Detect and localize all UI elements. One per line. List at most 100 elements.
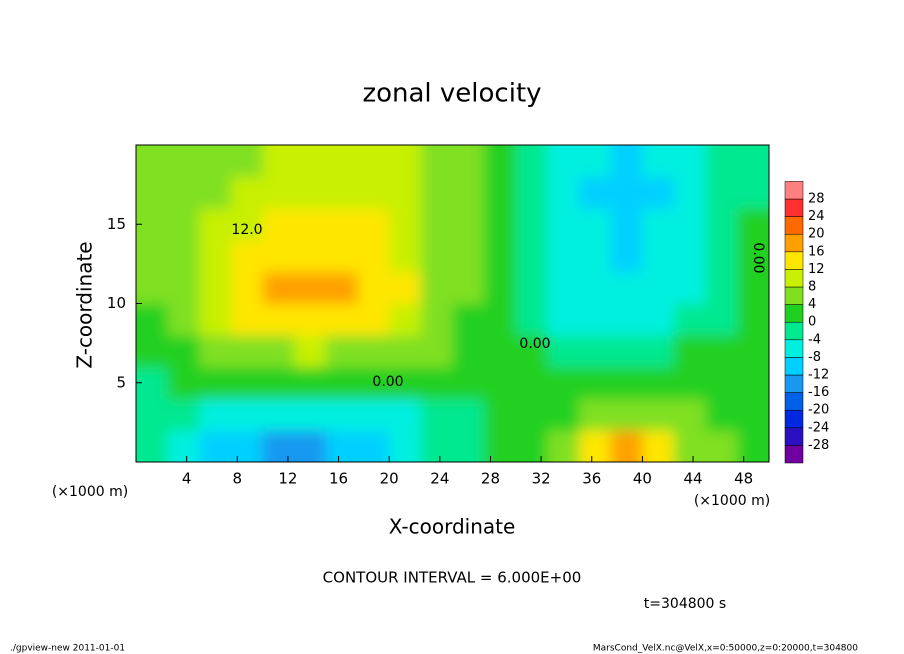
field-cell	[484, 303, 517, 336]
field-cell	[357, 271, 390, 304]
field-cell	[230, 271, 264, 304]
field-cell	[705, 430, 738, 462]
colorbar-band	[784, 409, 804, 429]
field-cell	[484, 335, 517, 368]
field-cell	[579, 430, 612, 462]
field-cell	[579, 208, 612, 241]
field-cell	[737, 303, 769, 336]
contour-label: 0.00	[372, 374, 403, 390]
field-cell	[357, 398, 390, 431]
field-cell	[230, 145, 264, 178]
field-cell	[167, 208, 200, 241]
field-cell	[705, 240, 738, 273]
field-cell	[199, 430, 232, 462]
field-cell	[294, 176, 327, 209]
colorbar-band	[784, 251, 804, 270]
x-tick-label: 20	[380, 470, 399, 488]
colorbar-label: -28	[808, 438, 829, 453]
field-cell	[167, 176, 200, 209]
field-cell	[610, 366, 643, 400]
field-cell	[515, 240, 548, 273]
field-cell	[389, 398, 422, 431]
field-cell	[389, 271, 422, 304]
field-cell	[547, 335, 580, 368]
field-cell	[579, 366, 612, 400]
field-cell	[262, 303, 295, 336]
field-cell	[610, 335, 643, 368]
colorbar-band	[784, 286, 804, 305]
field-cell	[484, 398, 517, 431]
field-cell	[705, 145, 738, 178]
field-cell	[484, 366, 517, 400]
colorbar-band	[784, 233, 804, 253]
x-tick-label: 16	[329, 470, 348, 488]
x-tick-label: 40	[633, 470, 652, 488]
x-tick-label: 12	[278, 470, 297, 488]
field-cell	[262, 176, 295, 209]
field-cell	[357, 335, 390, 368]
x-tick-label: 48	[734, 470, 753, 488]
field-cell	[136, 271, 169, 304]
field-cell	[230, 208, 264, 241]
field-cell	[484, 240, 517, 273]
field-cell	[452, 303, 485, 336]
field-cell	[420, 240, 453, 273]
field-cell	[199, 145, 232, 178]
field-cell	[136, 145, 169, 178]
field-cell	[420, 145, 453, 178]
field-cell	[705, 271, 738, 304]
field-cell	[705, 366, 738, 400]
colorbar-band	[784, 427, 804, 446]
field-cell	[294, 430, 327, 462]
field-cell	[199, 271, 232, 304]
x-tick-label: 32	[532, 470, 551, 488]
field-cell	[325, 240, 359, 273]
field-cell	[452, 335, 485, 368]
field-cell	[325, 271, 359, 304]
x-tick-label: 8	[233, 470, 243, 488]
field-cell	[136, 398, 169, 431]
colorbar-label: -8	[808, 350, 821, 365]
field-cell	[420, 303, 453, 336]
field-cell	[737, 271, 769, 304]
field-cell	[389, 335, 422, 368]
field-cell	[610, 271, 643, 304]
field-cell	[136, 303, 169, 336]
colorbar-label: -20	[808, 403, 829, 418]
field-cell	[389, 366, 422, 400]
field-cell	[674, 430, 707, 462]
field-cell	[294, 271, 327, 304]
field-cell	[262, 430, 295, 462]
contour-interval: CONTOUR INTERVAL = 6.000E+00	[323, 569, 582, 587]
field-cell	[199, 176, 232, 209]
y-tick-label: 15	[107, 215, 126, 233]
field-cell	[737, 366, 769, 400]
colorbar-band	[784, 269, 804, 288]
field-cell	[294, 366, 327, 400]
field-cell	[136, 240, 169, 273]
field-cell	[674, 335, 707, 368]
field-cell	[420, 366, 453, 400]
field-cell	[737, 176, 769, 209]
field-cell	[642, 176, 675, 209]
colorbar-label: 0	[808, 315, 816, 330]
field-cell	[262, 335, 295, 368]
y-unit-label: (×1000 m)	[52, 484, 128, 500]
x-unit-label: (×1000 m)	[694, 493, 770, 509]
field-cell	[674, 145, 707, 178]
field-cell	[484, 145, 517, 178]
field-cell	[610, 430, 643, 462]
field-cell	[705, 176, 738, 209]
field-cell	[230, 366, 264, 400]
field-cell	[389, 303, 422, 336]
field-cell	[389, 430, 422, 462]
field-cell	[357, 240, 390, 273]
field-cell	[674, 176, 707, 209]
field-cell	[420, 398, 453, 431]
field-cell	[294, 398, 327, 431]
field-cell	[325, 208, 359, 241]
field-cell	[642, 145, 675, 178]
field-cell	[325, 430, 359, 462]
field	[136, 145, 769, 462]
field-cell	[262, 145, 295, 178]
